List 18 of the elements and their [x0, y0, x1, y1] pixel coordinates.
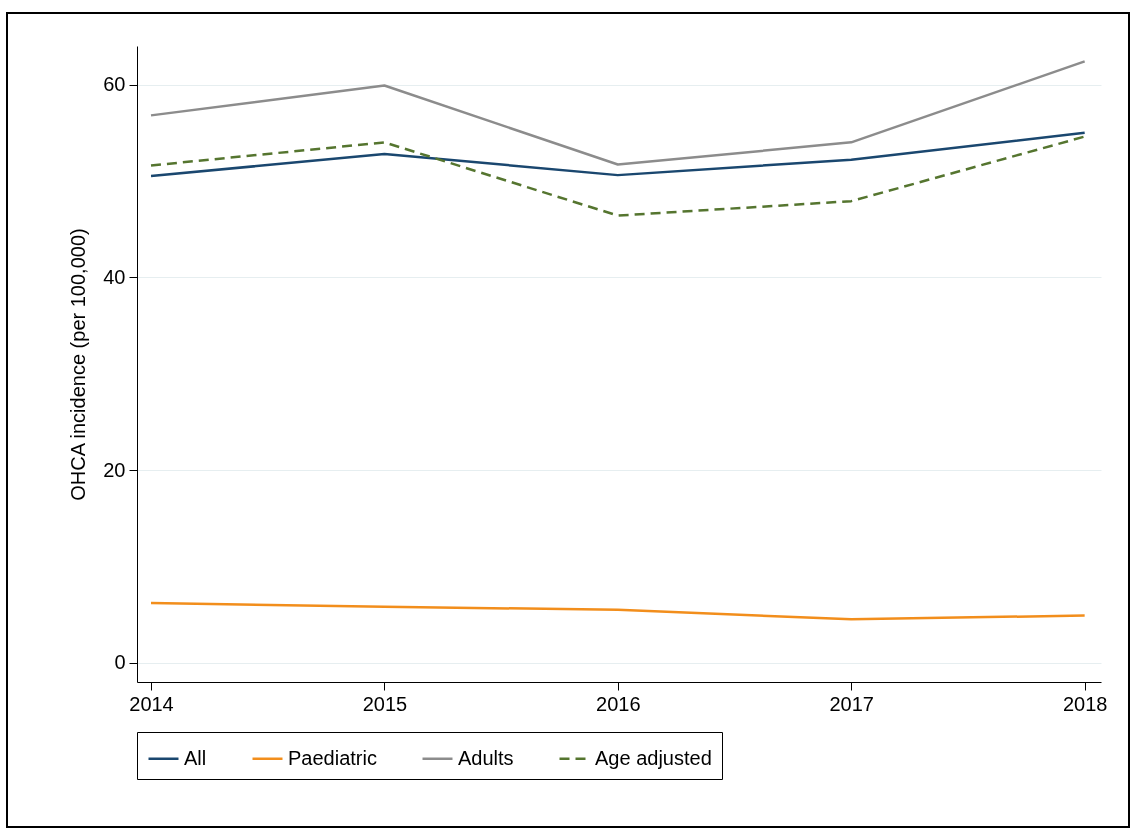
line-series — [149, 60, 1086, 166]
line-series — [149, 131, 1086, 178]
y-tick-label: 0 — [114, 651, 126, 674]
legend-label: All — [184, 746, 207, 769]
x-tick-label: 2014 — [129, 692, 174, 715]
x-tick-label: 2018 — [1062, 692, 1108, 715]
y-tick-label: 20 — [103, 458, 126, 481]
x-tick-label: 2015 — [362, 692, 408, 715]
line-series — [149, 135, 1086, 217]
line-series — [149, 601, 1086, 621]
y-tick-label: 40 — [103, 265, 126, 288]
legend-label: Paediatric — [288, 746, 377, 769]
x-tick-label: 2016 — [596, 692, 641, 715]
y-tick-label: 60 — [103, 73, 126, 96]
legend-label: Age adjusted — [595, 746, 712, 769]
legend-label: Adults — [458, 746, 514, 769]
y-axis-title: OHCA incidence (per 100,000) — [67, 228, 90, 501]
x-tick-label: 2017 — [829, 692, 874, 715]
